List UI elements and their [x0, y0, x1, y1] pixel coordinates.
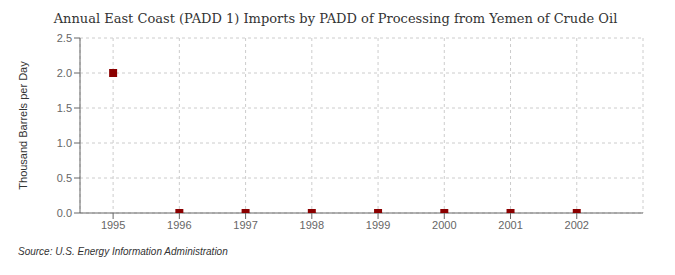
- svg-text:1.0: 1.0: [57, 137, 72, 149]
- svg-text:1996: 1996: [167, 219, 191, 231]
- svg-text:1995: 1995: [101, 219, 125, 231]
- svg-text:1997: 1997: [233, 219, 257, 231]
- svg-text:1.5: 1.5: [57, 102, 72, 114]
- html-text:Source: U.S. Energy Informatio: Source: U.S. Energy Information Administ…: [18, 246, 228, 257]
- html-text:Annual East Coast (PADD 1) Imp: Annual East Coast (PADD 1) Imports by PA…: [53, 11, 618, 26]
- svg-text:0.0: 0.0: [57, 207, 72, 219]
- svg-text:2.0: 2.0: [57, 67, 72, 79]
- svg-text:0.5: 0.5: [57, 172, 72, 184]
- svg-text:Thousand Barrels per Day: Thousand Barrels per Day: [17, 61, 29, 190]
- svg-text:1998: 1998: [300, 219, 324, 231]
- svg-text:2001: 2001: [498, 219, 522, 231]
- svg-text:1999: 1999: [366, 219, 390, 231]
- svg-text:2.5: 2.5: [57, 32, 72, 44]
- svg-text:2000: 2000: [432, 219, 456, 231]
- svg-text:2002: 2002: [565, 219, 589, 231]
